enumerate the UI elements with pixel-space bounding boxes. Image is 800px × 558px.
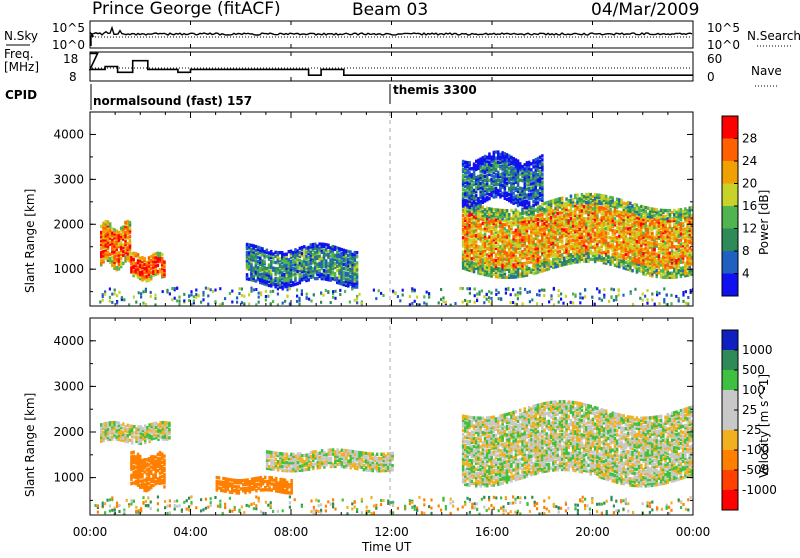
velocity-colorbar-band-4 (722, 410, 738, 431)
power-region-4 (462, 150, 544, 209)
power-colorbar-tick-6: 28 (742, 132, 757, 146)
power-colorbar-tick-0: 4 (742, 267, 750, 281)
power-colorbar-band-6 (722, 251, 738, 274)
velocity-colorbar-band-0 (722, 330, 738, 351)
freq-left-tick-bottom: 8 (69, 70, 77, 84)
power-ytick-3: 4000 (53, 127, 84, 141)
freq-left-tick-top: 18 (63, 52, 78, 66)
power-data (99, 150, 695, 306)
velocity-colorbar-band-2 (722, 370, 738, 391)
power-ytick-0: 1000 (53, 262, 84, 276)
noise-right-tick-bottom: 10^0 (707, 38, 740, 52)
velocity-near-range-scatter (94, 495, 691, 515)
station-title: Prince George (fitACF) (92, 0, 281, 19)
velocity-colorbar-band-6 (722, 450, 738, 471)
power-region-0 (100, 220, 131, 271)
power-colorbar-band-4 (722, 206, 738, 229)
velocity-data (94, 400, 695, 515)
velocity-colorbar-label: Velocity [m s^-1] (757, 374, 771, 478)
power-colorbar-band-3 (722, 184, 738, 207)
power-colorbar-tick-3: 16 (742, 199, 757, 213)
cpid-panel: CPID normalsound (fast) 157 themis 3300 (5, 83, 477, 110)
power-panel: 1000 2000 3000 4000 Slant Range [km] (23, 112, 695, 307)
x-tick-4: 16:00 (475, 525, 510, 539)
power-colorbar-band-7 (722, 274, 738, 297)
velocity-region-1 (130, 451, 166, 493)
x-tick-0: 00:00 (73, 525, 108, 539)
power-colorbar-band-1 (722, 139, 738, 162)
power-region-1 (130, 252, 166, 283)
x-tick-1: 04:00 (173, 525, 208, 539)
freq-panel: Freq. [MHz] 18 8 60 0 Nave (4, 47, 782, 86)
power-colorbar-tick-5: 24 (742, 154, 757, 168)
velocity-ytick-3: 4000 (53, 334, 84, 348)
power-near-range-scatter (99, 287, 694, 307)
cpid-label: CPID (5, 88, 37, 102)
freq-right-tick-bottom: 0 (707, 70, 715, 84)
velocity-colorbar-band-8 (722, 490, 738, 511)
velocity-region-3 (266, 448, 394, 472)
date-title: 04/Mar/2009 (591, 0, 699, 20)
velocity-ylabel: Slant Range [km] (23, 393, 37, 497)
power-ytick-2: 3000 (53, 172, 84, 186)
noise-search-label: N.Search (747, 29, 800, 43)
velocity-colorbar-band-7 (722, 470, 738, 491)
x-tick-5: 20:00 (575, 525, 610, 539)
x-tick-3: 12:00 (374, 525, 409, 539)
power-region-2 (246, 242, 358, 288)
power-colorbar-tick-4: 20 (742, 177, 757, 191)
x-tick-6: 00:00 (676, 525, 711, 539)
power-colorbar-band-0 (722, 116, 738, 139)
noise-right-tick-top: 10^5 (707, 21, 740, 35)
noise-left-tick-bottom: 10^0 (52, 38, 85, 52)
power-colorbar-label: Power [dB] (757, 190, 771, 255)
velocity-ytick-0: 1000 (53, 471, 84, 485)
velocity-ytick-2: 3000 (53, 379, 84, 393)
velocity-colorbar-tick-3: 25 (742, 403, 757, 417)
velocity-colorbar-band-1 (722, 350, 738, 371)
velocity-region-2 (216, 476, 293, 495)
velocity-colorbar-tick-0: 1000 (742, 343, 773, 357)
noise-panel: N.Sky 10^5 10^0 10^5 10^0 N.Search (4, 21, 800, 52)
noise-sky-label: N.Sky (4, 29, 38, 43)
power-region-3 (462, 193, 696, 279)
noise-sky-line (90, 28, 692, 46)
power-colorbar-tick-2: 12 (742, 222, 757, 236)
velocity-colorbar-band-3 (722, 390, 738, 411)
freq-label-1: Freq. (4, 47, 34, 61)
velocity-colorbar-tick-7: -1000 (742, 483, 777, 497)
power-ytick-1: 2000 (53, 217, 84, 231)
cpid-program-1: normalsound (fast) 157 (93, 94, 252, 108)
velocity-panel: 1000 2000 3000 4000 Slant Range [km] (23, 318, 695, 516)
velocity-region-0 (100, 421, 171, 445)
beam-title: Beam 03 (352, 0, 428, 20)
x-axis-label: Time UT (361, 540, 412, 554)
velocity-ytick-1: 2000 (53, 425, 84, 439)
power-colorbar-band-2 (722, 161, 738, 184)
power-colorbar: 4 8 12 16 20 24 28 (722, 116, 757, 297)
power-colorbar-band-5 (722, 229, 738, 252)
noise-left-tick-top: 10^5 (52, 21, 85, 35)
freq-label-2: [MHz] (4, 60, 39, 74)
freq-right-tick-top: 60 (707, 52, 722, 66)
x-tick-2: 08:00 (274, 525, 309, 539)
power-ylabel: Slant Range [km] (23, 189, 37, 293)
nave-label: Nave (751, 64, 782, 78)
freq-line (90, 53, 693, 75)
velocity-region-4 (462, 400, 696, 488)
velocity-colorbar-band-5 (722, 430, 738, 451)
cpid-program-2: themis 3300 (393, 83, 477, 97)
power-colorbar-tick-1: 8 (742, 244, 750, 258)
